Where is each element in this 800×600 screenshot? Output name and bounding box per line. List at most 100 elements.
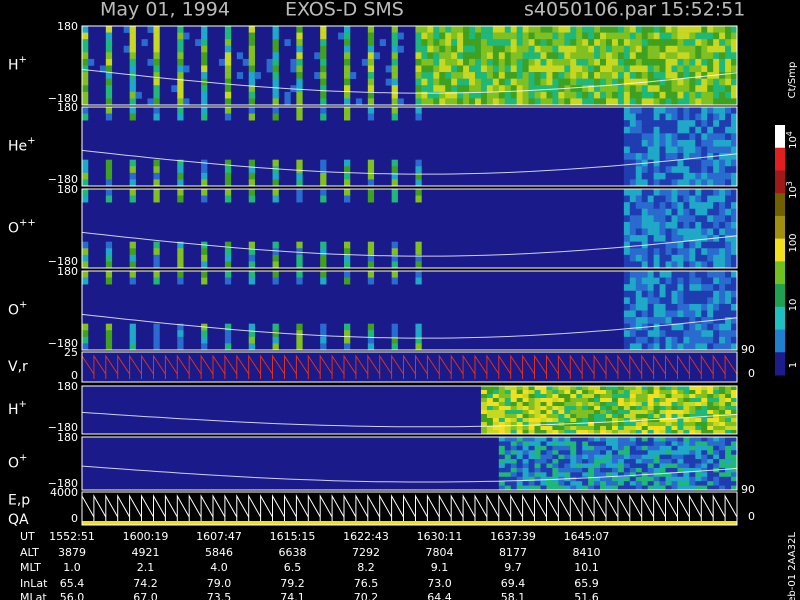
spectrogram-cell [582, 91, 589, 99]
spectrogram-cell [606, 58, 613, 66]
spectrogram-cell [177, 107, 184, 114]
spectrogram-cell [248, 323, 255, 331]
spectrogram-cell [582, 390, 589, 395]
spectrogram-cell [510, 430, 517, 435]
spectrogram-cell [510, 463, 517, 469]
spectrogram-cell [480, 32, 488, 40]
spectrogram-cell [480, 39, 488, 47]
spectrogram-cell [725, 189, 732, 196]
spectrogram-cell [659, 65, 666, 73]
spectrogram-cell [600, 406, 607, 411]
spectrogram-cell [588, 430, 595, 435]
spectrogram-cell [617, 85, 625, 93]
spectrogram-cell [713, 32, 720, 40]
spectrogram-cell [421, 52, 428, 60]
spectrogram-cell [683, 472, 690, 478]
spectrogram-cell [671, 271, 678, 278]
spectrogram-cell [582, 418, 589, 423]
spectrogram-cell [665, 297, 672, 305]
spectrogram-cell [689, 65, 696, 73]
spectrogram-cell [415, 172, 422, 180]
spectrogram-cell [653, 39, 660, 47]
spectrogram-cell [480, 52, 488, 60]
spectrogram-cell [629, 91, 637, 99]
spectrogram-cell [623, 254, 631, 262]
spectrogram-cell [683, 406, 690, 411]
spectrogram-cell [177, 336, 184, 344]
spectrogram-cell [588, 45, 595, 53]
spectrogram-cell [713, 445, 720, 451]
spectrogram-cell [683, 208, 690, 216]
spectrogram-cell [665, 215, 672, 223]
spectrogram-cell [570, 437, 577, 442]
spectrogram-cell [653, 414, 660, 419]
spectrogram-cell [641, 445, 648, 451]
spectrogram-cell [701, 323, 708, 331]
spectrogram-cell [647, 454, 654, 460]
spectrogram [81, 26, 738, 106]
spectrogram-cell [671, 303, 678, 311]
spectrogram-cell [457, 98, 464, 106]
spectrogram-cell [510, 98, 517, 106]
spectrogram-cell [659, 297, 666, 305]
spectrogram-cell [522, 430, 529, 435]
spectrogram-cell [522, 390, 529, 395]
spectrogram-cell [504, 45, 512, 53]
spectrogram-cell [719, 52, 726, 60]
spectrogram-cell [659, 85, 666, 93]
spectrogram-cell [486, 410, 494, 415]
spectrogram-cell [606, 386, 613, 391]
spectrogram-cell [570, 459, 577, 464]
spectrogram-cell [248, 166, 255, 174]
spectrogram-cell [695, 450, 702, 455]
ephemeris-value: 1552:51 [49, 530, 95, 543]
spectrogram-cell [498, 454, 506, 460]
spectrogram-cell [653, 454, 660, 460]
spectrogram-cell [272, 52, 279, 60]
spectrogram-cell [623, 430, 631, 435]
spectrogram-cell [647, 202, 654, 210]
spectrogram-cell [522, 459, 529, 464]
spectrogram-cell [701, 113, 708, 121]
spectrogram-cell [635, 78, 643, 86]
spectrogram-cell [552, 402, 559, 407]
spectrogram-cell [451, 65, 458, 73]
spectrogram-cell [606, 481, 613, 486]
spectrogram-cell [647, 271, 654, 278]
colorbar-segment [775, 215, 785, 240]
spectrogram-cell [689, 120, 696, 128]
spectrogram-cell [594, 91, 601, 99]
spectrogram-cell [671, 297, 678, 305]
spectrogram-cell [105, 58, 113, 66]
spectrogram-cell [671, 441, 678, 447]
spectrogram-cell [391, 271, 398, 278]
spectrogram-cell [653, 467, 660, 473]
spectrogram-cell [540, 52, 547, 60]
spectrogram-cell [677, 195, 684, 203]
panel-frame [81, 270, 738, 351]
spectrogram-cell [594, 406, 601, 411]
spectrogram-cell [498, 32, 506, 40]
spectrogram-cell [659, 261, 666, 269]
spectrogram-cell [284, 98, 291, 106]
spectrogram-cell [463, 52, 470, 60]
spectrogram-cell [379, 39, 386, 47]
spectrogram-cell [373, 52, 381, 60]
spectrogram-cell [564, 390, 571, 395]
spectrogram-cell [534, 463, 541, 469]
y-tick-label: −180 [48, 173, 78, 186]
spectrogram-cell [129, 195, 136, 203]
spectrogram-cell [606, 52, 613, 60]
spectrogram-cell [719, 91, 726, 99]
spectrogram-cell [629, 330, 637, 338]
spectrogram-cell [647, 166, 654, 174]
spectrogram-cell [82, 323, 89, 331]
spectrogram-cell [731, 85, 738, 93]
spectrogram-cell [725, 65, 732, 73]
spectrogram-cell [635, 426, 643, 431]
spectrogram-cell [695, 277, 702, 285]
spectrogram-cell [129, 159, 136, 167]
spectrogram-cell [600, 39, 607, 47]
spectrogram-cell [129, 271, 136, 278]
spectrogram-cell [320, 343, 327, 351]
